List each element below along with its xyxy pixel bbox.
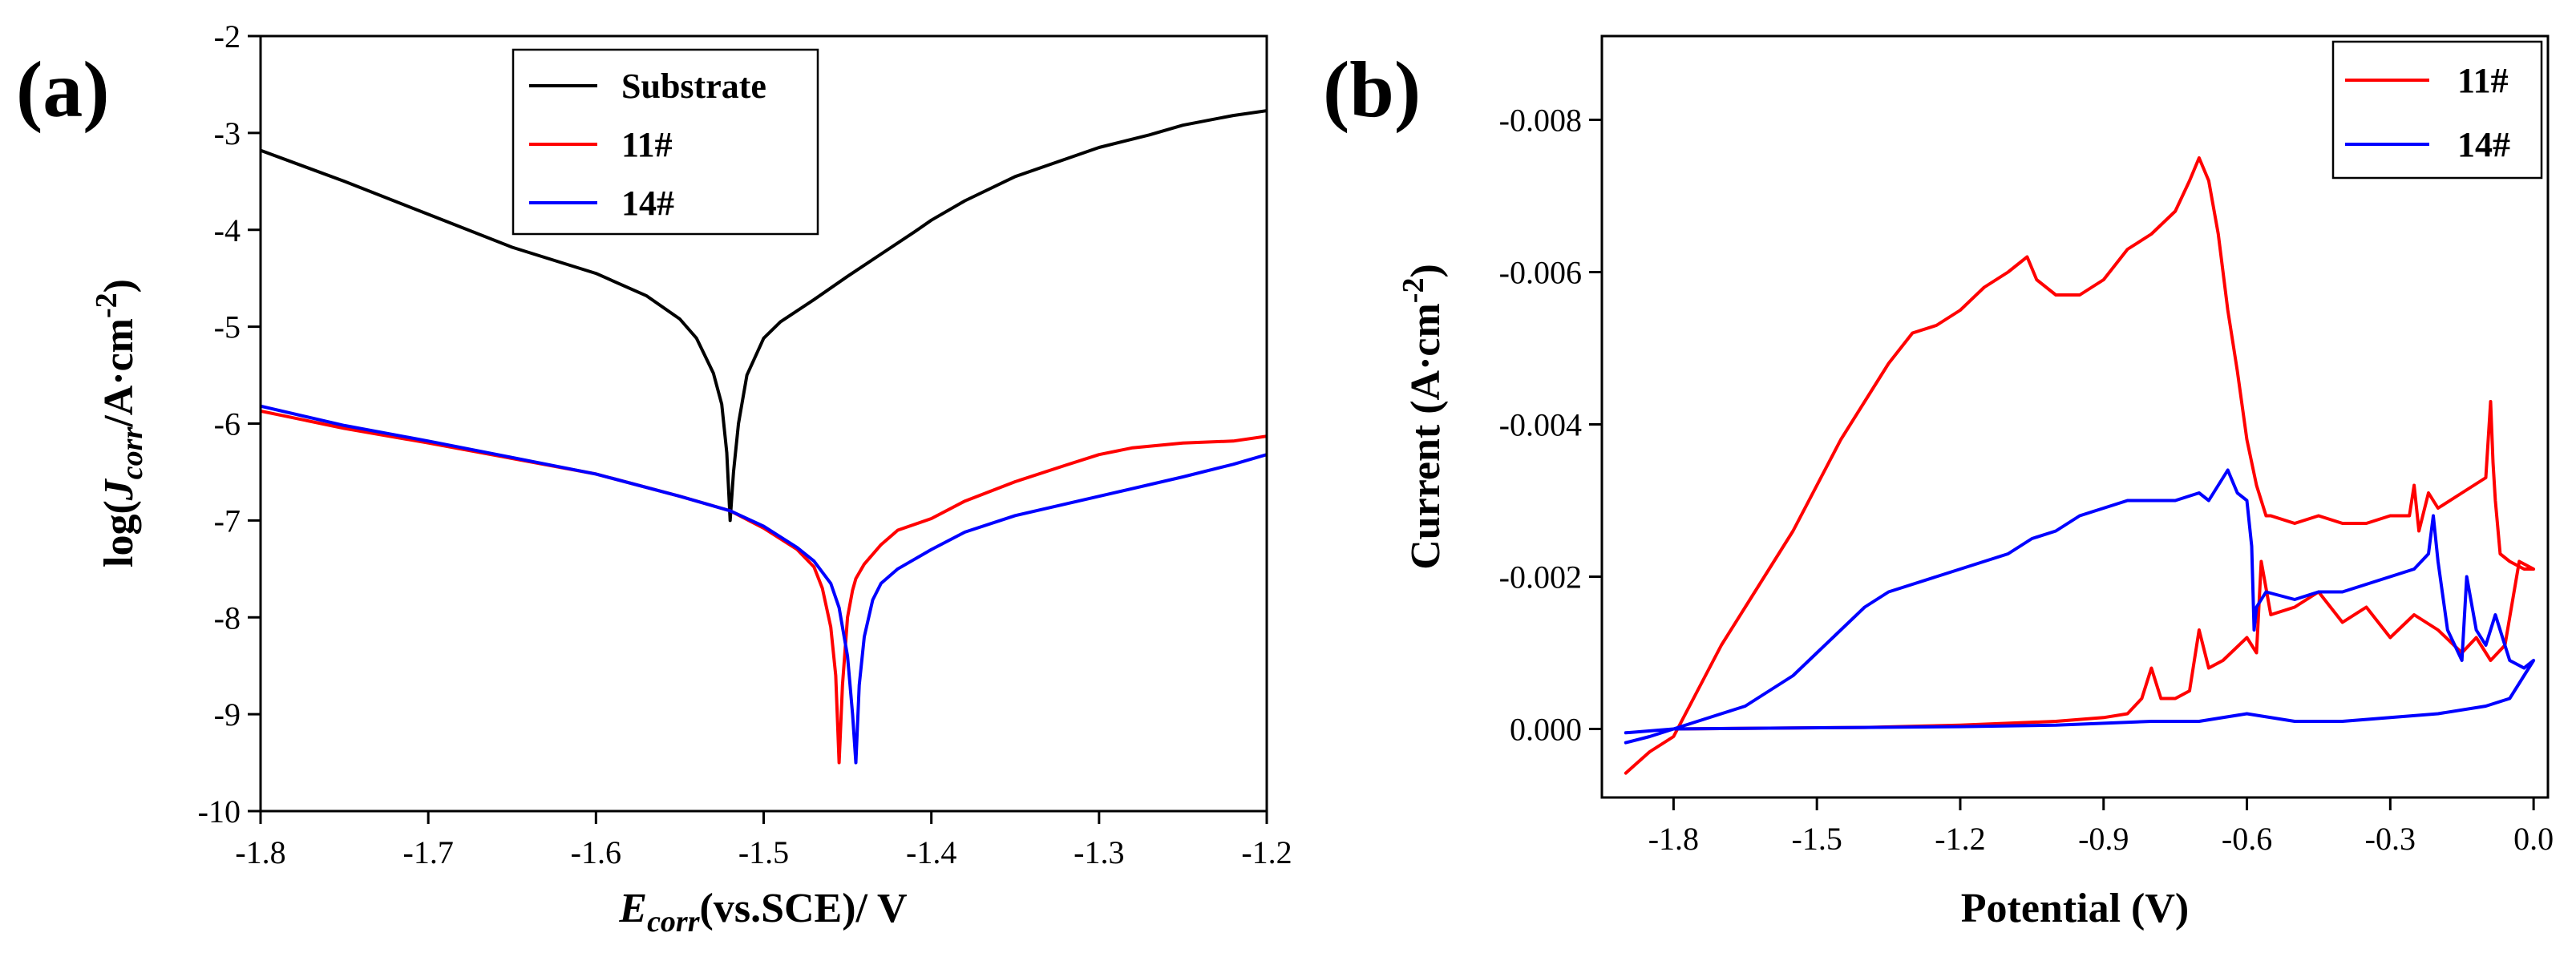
x-ticks-a: -1.8 -1.7 -1.6 -1.5 -1.4 -1.3 -1.2: [235, 811, 1292, 870]
y-tick-label-a: -8: [214, 600, 241, 636]
x-tick-label-b: -0.6: [2222, 821, 2272, 857]
legend-a-label-substrate: Substrate: [621, 67, 766, 106]
series-lines-b: [1624, 156, 2536, 775]
y-axis-label-b-sup: -2: [1397, 278, 1430, 304]
panel-b: (b) -1.8 -1.5 -1.2 -0.9 -0.6 -0.3 0.0 0.000 -0.…: [1323, 34, 2554, 931]
x-axis-label-a-main: E: [618, 886, 647, 931]
x-tick-label-b: -1.8: [1648, 821, 1699, 857]
plot-frame-b: [1600, 34, 2550, 799]
y-axis-label-a-main: J: [96, 478, 142, 501]
x-tick-label-a: -1.7: [403, 834, 454, 870]
x-tick-label-b: -0.9: [2078, 821, 2129, 857]
y-tick-label-b: 0.000: [1510, 712, 1582, 748]
series-line-b-11: [1624, 156, 2536, 775]
x-ticks-b: -1.8 -1.5 -1.2 -0.9 -0.6 -0.3 0.0: [1648, 797, 2554, 857]
y-tick-label-a: -10: [198, 793, 241, 830]
y-tick-label-b: -0.002: [1499, 559, 1582, 596]
x-tick-label-a: -1.8: [235, 834, 285, 870]
y-tick-label-a: -3: [214, 115, 241, 151]
y-axis-label-a-pre: log(: [96, 500, 142, 567]
x-axis-label-a-sub: corr: [647, 905, 701, 939]
legend-b: 11# 14#: [2331, 40, 2543, 180]
y-tick-label-a: -4: [214, 212, 241, 248]
x-axis-label-a-rest: (vs.SCE)/ V: [700, 886, 908, 931]
x-axis-label-b: Potential (V): [1961, 886, 2189, 931]
series-line-b-14: [1624, 468, 2536, 745]
y-tick-label-a: -6: [214, 406, 241, 442]
y-axis-label-b: Current (A·cm-2): [1397, 264, 1449, 570]
x-tick-label-b: -0.3: [2365, 821, 2416, 857]
y-tick-label-b: -0.006: [1499, 255, 1582, 291]
x-tick-label-a: -1.4: [906, 834, 956, 870]
series-lines-a: [261, 109, 1267, 765]
x-tick-label-a: -1.5: [738, 834, 789, 870]
x-tick-label-b: -1.5: [1792, 821, 1842, 857]
x-tick-label-a: -1.2: [1241, 834, 1292, 870]
y-axis-label-a-close: ): [96, 279, 142, 293]
y-tick-label-a: -9: [214, 696, 241, 733]
x-tick-label-b: 0.0: [2513, 821, 2554, 857]
legend-b-label-14: 14#: [2457, 125, 2510, 164]
y-ticks-a: -10 -9 -8 -7 -6 -5 -4 -3 -2: [198, 18, 261, 830]
y-ticks-b: 0.000 -0.002 -0.004 -0.006 -0.008: [1499, 103, 1602, 748]
y-axis-label-b-pre: Current (A·cm: [1403, 303, 1449, 570]
x-tick-label-a: -1.6: [571, 834, 621, 870]
x-tick-label-a: -1.3: [1074, 834, 1124, 870]
y-tick-label-a: -2: [214, 18, 241, 55]
y-tick-label-b: -0.004: [1499, 407, 1582, 443]
y-axis-label-a-rest: /A·cm: [96, 318, 142, 428]
series-line-a-substrate: [261, 109, 1267, 523]
legend-a-label-11: 11#: [621, 125, 673, 164]
series-line-a-14: [261, 404, 1267, 765]
y-tick-label-a: -7: [214, 503, 241, 539]
legend-a: Substrate 11# 14#: [512, 48, 819, 236]
y-axis-label-a-sup: -2: [90, 293, 123, 318]
y-axis-label-a: log(Jcorr/A·cm-2): [90, 279, 149, 567]
series-line-a-11: [261, 409, 1267, 765]
y-axis-label-a-sub: corr: [115, 426, 149, 480]
panel-label-a: (a): [16, 45, 110, 134]
legend-b-label-11: 11#: [2457, 61, 2509, 100]
y-tick-label-b: -0.008: [1499, 103, 1582, 139]
x-tick-label-b: -1.2: [1935, 821, 1985, 857]
panel-label-b: (b): [1323, 45, 1421, 134]
legend-b-box: [2331, 40, 2543, 180]
y-tick-label-a: -5: [214, 309, 241, 345]
panel-a: (a) -1.8 -1.7 -1.6 -1.5 -1.4 -1.3 -1.2 -10 -9 -8…: [16, 18, 1292, 939]
plot-area-b: [1600, 34, 2550, 799]
x-axis-label-a: Ecorr(vs.SCE)/ V: [618, 886, 907, 939]
legend-a-label-14: 14#: [621, 184, 674, 223]
y-axis-label-b-close: ): [1403, 264, 1449, 277]
